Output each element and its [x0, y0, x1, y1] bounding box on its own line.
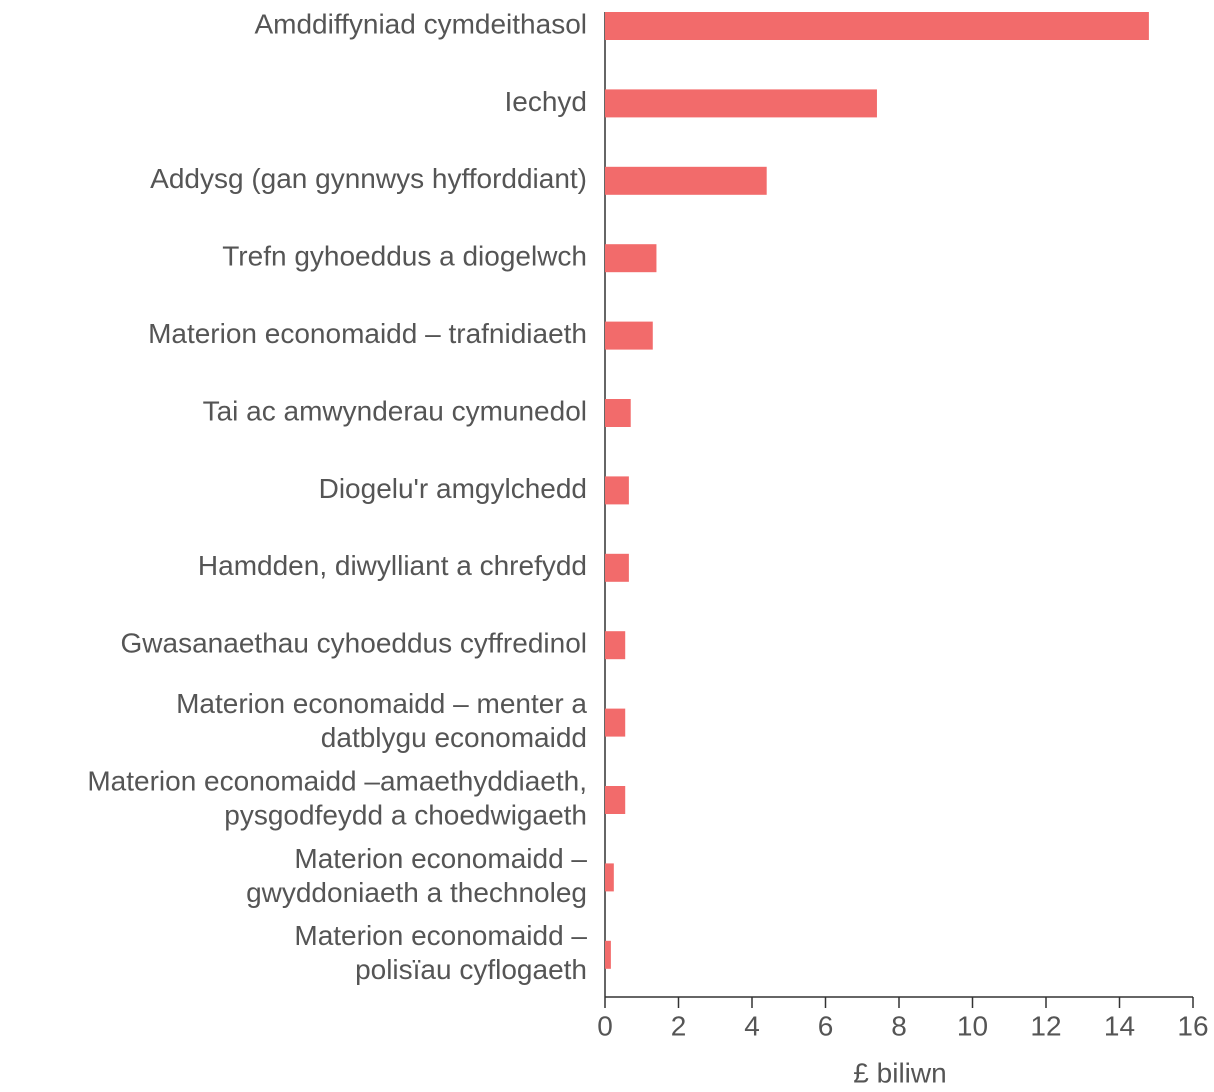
y-tick-label: Iechyd [505, 86, 588, 117]
y-tick-label: pysgodfeydd a choedwigaeth [224, 799, 587, 830]
x-tick-label: 0 [597, 1010, 613, 1041]
bar [605, 863, 614, 892]
x-tick-label: 2 [671, 1010, 687, 1041]
y-tick-label: Diogelu'r amgylchedd [319, 473, 587, 504]
bar [605, 399, 631, 427]
y-tick-label: Materion economaidd – menter a [176, 688, 587, 719]
x-tick-label: 16 [1177, 1010, 1208, 1041]
y-tick-label: Materion economaidd – trafnidiaeth [148, 318, 587, 349]
bar [605, 244, 657, 273]
bar [605, 631, 626, 660]
y-tick-label: Materion economaidd –amaethyddiaeth, [87, 765, 587, 796]
y-tick-label: datblygu economaidd [321, 722, 587, 753]
y-tick-label: Gwasanaethau cyhoeddus cyffredinol [121, 628, 587, 659]
y-tick-label: Tai ac amwynderau cymunedol [203, 395, 587, 426]
bar [605, 89, 877, 118]
bar [605, 786, 626, 814]
y-tick-label: Materion economaidd – [294, 920, 587, 951]
bar [605, 166, 767, 195]
x-tick-label: 6 [818, 1010, 834, 1041]
bar [605, 553, 629, 582]
x-tick-label: 12 [1030, 1010, 1061, 1041]
y-tick-label: polisïau cyflogaeth [355, 954, 587, 985]
y-tick-label: Hamdden, diwylliant a chrefydd [198, 550, 587, 581]
bar [605, 708, 626, 737]
y-tick-label: Addysg (gan gynnwys hyfforddiant) [150, 163, 587, 194]
bar [605, 940, 611, 969]
y-tick-label: Materion economaidd – [294, 843, 587, 874]
x-tick-label: 8 [891, 1010, 907, 1041]
y-tick-label: Amddiffyniad cymdeithasol [254, 8, 587, 39]
y-tick-label: gwyddoniaeth a thechnoleg [246, 877, 587, 908]
x-axis-title: £ biliwn [853, 1057, 946, 1087]
y-tick-label: Trefn gyhoeddus a diogelwch [222, 241, 587, 272]
x-tick-label: 4 [744, 1010, 760, 1041]
bar [605, 476, 629, 505]
bar [605, 321, 653, 350]
x-tick-label: 10 [957, 1010, 988, 1041]
x-tick-label: 14 [1104, 1010, 1135, 1041]
bar [605, 12, 1149, 40]
